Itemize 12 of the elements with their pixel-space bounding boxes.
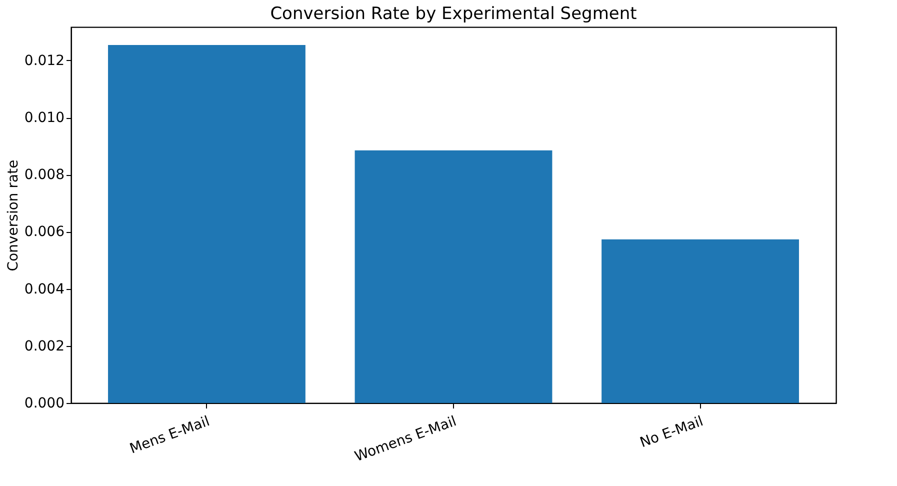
chart-title: Conversion Rate by Experimental Segment	[270, 4, 638, 24]
y-tick-label: 0.008	[24, 167, 64, 184]
y-tick-label: 0.012	[24, 52, 64, 69]
y-tick-label: 0.002	[24, 338, 64, 354]
y-tick-label: 0.006	[24, 224, 65, 240]
bar	[108, 44, 306, 403]
bar	[602, 239, 799, 403]
y-tick-label: 0.000	[24, 396, 64, 412]
bar	[354, 150, 552, 403]
y-tick-label: 0.010	[24, 110, 64, 126]
y-axis-title: Conversion rate	[5, 160, 22, 272]
y-tick-label: 0.004	[24, 281, 65, 298]
